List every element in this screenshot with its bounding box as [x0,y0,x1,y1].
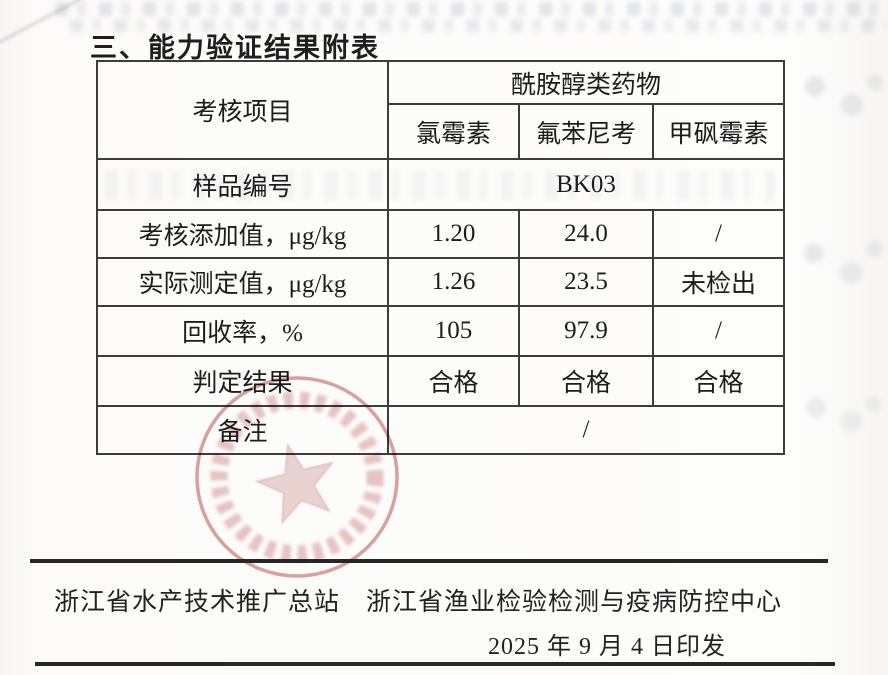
value-cell: 合格 [387,355,520,407]
row-label-cell: 备注 [96,405,389,455]
drug-column-header: 氟苯尼考 [518,103,654,160]
issuing-organizations: 浙江省水产技术推广总站 浙江省渔业检验检测与疫病防控中心 [54,582,854,618]
footer-top-rule [30,559,828,563]
drug-column-header: 氯霉素 [387,103,520,160]
scan-streak [0,0,93,46]
value-cell: 1.20 [387,209,520,259]
drug-group-header-cell: 酰胺醇类药物 [387,60,785,105]
corner-header-cell: 考核项目 [96,60,389,160]
row-label-cell: 回收率，% [96,305,389,357]
footer-bottom-rule [35,662,835,666]
value-cell: 合格 [518,355,654,407]
table-row: 考核添加值，μg/kg 1.20 24.0 / [96,209,785,259]
org-name-right: 浙江省渔业检验检测与疫病防控中心 [366,589,783,616]
value-cell: 合格 [652,355,785,407]
row-label-cell: 考核添加值，μg/kg [96,209,389,259]
value-cell: 23.5 [518,257,654,307]
org-name-left: 浙江省水产技术推广总站 [54,589,341,616]
table-row: 实际测定值，μg/kg 1.26 23.5 未检出 [96,257,785,307]
remark-cell: / [387,405,785,455]
table-row: 备注 / [96,405,785,455]
row-label-cell: 样品编号 [96,158,389,211]
section-title: 三、能力验证结果附表 [90,33,380,63]
row-label-cell: 判定结果 [96,355,389,407]
value-cell: 105 [387,305,520,357]
sample-code-cell: BK03 [387,158,785,211]
value-cell: 未检出 [652,257,785,307]
bleedthrough-right-1 [792,60,884,135]
value-cell: / [652,209,785,259]
proficiency-result-table: 考核项目 酰胺醇类药物 氯霉素 氟苯尼考 甲砜霉素 样品编号 BK03 考核添加… [96,60,785,455]
bleedthrough-right-3 [794,388,882,443]
bleedthrough-top-row1 [55,2,885,16]
value-cell: 24.0 [518,209,654,259]
row-label-cell: 实际测定值，μg/kg [96,257,389,307]
value-cell: / [652,305,785,357]
table-row: 回收率，% 105 97.9 / [96,305,785,357]
table-row: 判定结果 合格 合格 合格 [96,355,785,407]
value-cell: 97.9 [518,305,654,357]
value-cell: 1.26 [387,257,520,307]
drug-column-header: 甲砜霉素 [652,103,785,160]
bleedthrough-right-2 [790,225,884,305]
issue-date: 2025 年 9 月 4 日印发 [488,634,726,660]
table-row: 样品编号 BK03 [96,158,785,211]
